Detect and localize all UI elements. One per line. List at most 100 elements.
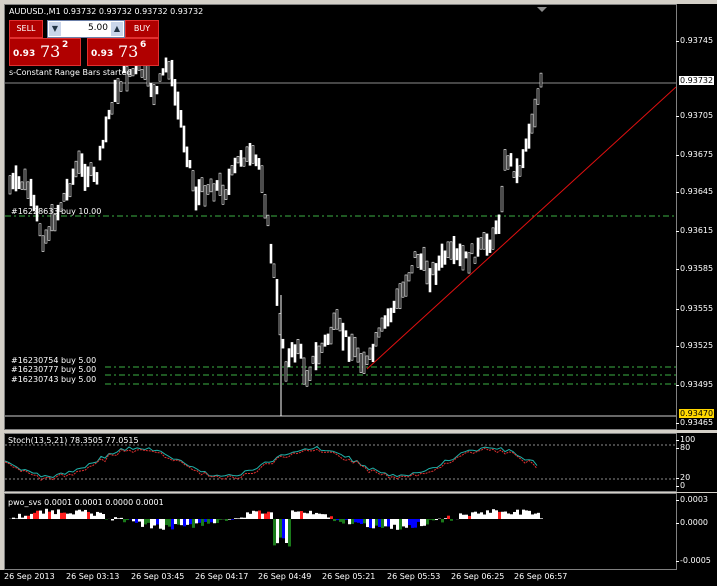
pwo-bar bbox=[468, 515, 471, 519]
price-bar bbox=[68, 183, 72, 198]
price-bar bbox=[527, 123, 531, 149]
stochastic-pane[interactable]: Stoch(13,5,21) 78.3505 77.0515 bbox=[4, 433, 677, 492]
pwo-tick: 0.0003 bbox=[676, 495, 708, 504]
price-bar bbox=[383, 315, 387, 329]
price-scale[interactable]: 0.93745 0.93705 0.93675 0.93645 0.93615 … bbox=[675, 4, 717, 430]
pwo-bar bbox=[414, 519, 417, 528]
pwo-bar bbox=[528, 510, 531, 519]
price-bar bbox=[350, 333, 354, 361]
price-bar bbox=[254, 154, 258, 167]
lot-decrease-icon[interactable]: ▼ bbox=[49, 22, 61, 36]
price-bar bbox=[296, 339, 300, 355]
price-bar bbox=[266, 214, 270, 227]
pwo-bar bbox=[120, 517, 123, 519]
price-tick: 0.93495 bbox=[675, 380, 714, 389]
pwo-bar bbox=[63, 512, 66, 519]
pwo-bar bbox=[516, 509, 519, 519]
price-bar bbox=[155, 85, 159, 95]
pwo-bar bbox=[75, 510, 78, 519]
pwo-bar bbox=[36, 510, 39, 519]
stochastic-title: Stoch(13,5,21) 78.3505 77.0515 bbox=[8, 436, 139, 445]
order-label-1: #16228633 buy 10.00 bbox=[11, 207, 102, 216]
lot-size-field[interactable]: ▼ 5.00 ▲ bbox=[47, 20, 125, 38]
price-bar bbox=[101, 139, 105, 149]
pwo-bar bbox=[171, 519, 174, 530]
pwo-bar bbox=[60, 512, 63, 519]
price-bar bbox=[224, 189, 228, 200]
main-chart-pane[interactable]: AUDUSD.,M1 0.93732 0.93732 0.93732 0.937… bbox=[4, 4, 677, 430]
price-bar bbox=[425, 260, 429, 285]
chart-title: AUDUSD.,M1 0.93732 0.93732 0.93732 0.937… bbox=[9, 7, 204, 16]
pwo-bar bbox=[333, 519, 336, 522]
order-label-4: #16230743 buy 5.00 bbox=[11, 375, 97, 384]
pwo-bar bbox=[471, 512, 474, 519]
sell-quote-pips: 73 bbox=[40, 42, 61, 61]
pwo-bar bbox=[12, 517, 15, 519]
price-bar bbox=[491, 227, 495, 250]
price-bar bbox=[245, 146, 249, 162]
pwo-bar bbox=[426, 519, 429, 525]
pwo-scale: 0.0003 0.0000 -0.0005 bbox=[676, 493, 717, 570]
price-bar bbox=[179, 110, 183, 128]
price-bar bbox=[431, 261, 435, 276]
buy-button[interactable]: BUY bbox=[125, 20, 159, 38]
pwo-bar bbox=[267, 511, 270, 519]
pwo-bar bbox=[165, 519, 168, 526]
time-label: 26 Sep 03:13 bbox=[66, 572, 120, 581]
price-tick: 0.93525 bbox=[675, 341, 714, 350]
price-bar bbox=[479, 237, 483, 250]
price-bar bbox=[452, 235, 456, 265]
lot-increase-icon[interactable]: ▲ bbox=[111, 22, 123, 36]
price-bar bbox=[524, 138, 528, 152]
pwo-bar bbox=[207, 519, 210, 524]
price-bar bbox=[206, 184, 210, 195]
pwo-bar bbox=[303, 512, 306, 519]
sell-quote[interactable]: 0.93 73 2 bbox=[9, 38, 81, 66]
pwo-bar bbox=[258, 510, 261, 519]
price-bar bbox=[320, 342, 324, 353]
pwo-bar bbox=[243, 517, 246, 519]
pwo-bar bbox=[297, 511, 300, 519]
price-bar bbox=[353, 336, 357, 358]
pwo-bar bbox=[492, 509, 495, 519]
pwo-bar bbox=[87, 511, 90, 519]
pwo-bar bbox=[174, 519, 177, 525]
price-bar bbox=[92, 166, 96, 182]
stoch-tick: 100 bbox=[675, 435, 696, 444]
pwo-bar bbox=[339, 519, 342, 522]
pwo-pane[interactable]: pwo_svs 0.0001 0.0001 0.0000 0.0001 bbox=[4, 493, 677, 570]
pwo-bar bbox=[510, 514, 513, 519]
pwo-bar bbox=[369, 519, 372, 528]
time-label: 26 Sep 05:21 bbox=[322, 572, 376, 581]
price-bar bbox=[392, 300, 396, 313]
pwo-bar bbox=[306, 513, 309, 519]
price-bar bbox=[98, 145, 102, 161]
pwo-bar bbox=[132, 519, 135, 522]
pwo-bar bbox=[420, 519, 423, 527]
pwo-bar bbox=[465, 514, 468, 519]
pwo-bar bbox=[141, 519, 144, 527]
price-bar bbox=[533, 98, 537, 128]
pwo-bar bbox=[390, 519, 393, 529]
price-bar bbox=[461, 245, 465, 271]
pwo-bar bbox=[291, 510, 294, 519]
price-bar bbox=[473, 256, 477, 264]
price-tick: 0.93705 bbox=[675, 111, 714, 120]
price-bar bbox=[158, 73, 162, 82]
pwo-bar bbox=[255, 511, 258, 519]
price-bar bbox=[197, 179, 201, 206]
pwo-bar bbox=[444, 518, 447, 519]
pwo-bar bbox=[195, 519, 198, 524]
price-bar bbox=[299, 343, 303, 359]
sell-button[interactable]: SELL bbox=[9, 20, 43, 38]
pwo-bar bbox=[240, 517, 243, 519]
price-bar bbox=[314, 342, 318, 371]
price-tick: 0.93555 bbox=[675, 304, 714, 313]
price-bar bbox=[35, 205, 39, 222]
pwo-bar bbox=[459, 513, 462, 519]
price-bar bbox=[410, 265, 414, 274]
buy-quote-fraction: 6 bbox=[140, 40, 147, 50]
price-bar bbox=[209, 178, 213, 193]
buy-quote[interactable]: 0.93 73 6 bbox=[87, 38, 159, 66]
price-bar bbox=[470, 243, 474, 255]
